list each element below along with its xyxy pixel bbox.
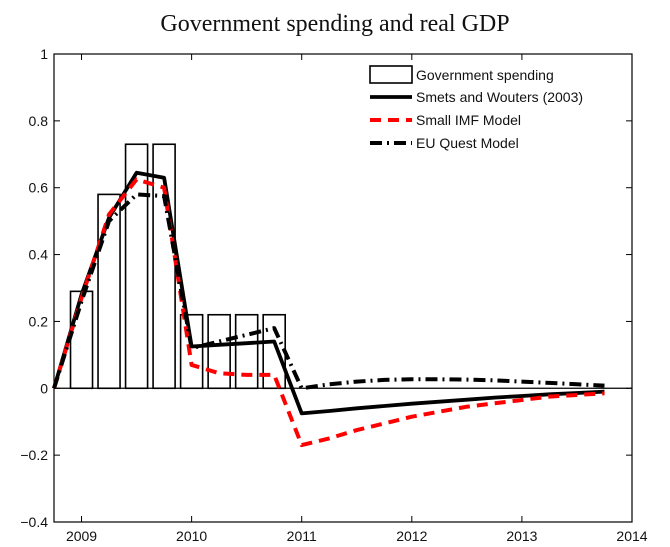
bar-government-spending — [262, 313, 286, 390]
y-tick-label: 0.4 — [29, 247, 49, 263]
legend-swatch-government-spending — [369, 65, 413, 84]
bar-government-spending — [234, 313, 259, 390]
legend-label-smets-and-wouters-2003: Smets and Wouters (2003) — [416, 89, 583, 105]
y-tick-label: −0.2 — [20, 447, 48, 463]
bar-government-spending — [179, 313, 204, 390]
axes-layer: −0.4 −0.2 0 0.2 0.4 0.6 0.8 1 2009 2010 2011 2012 20… — [20, 46, 647, 544]
series-line-smets-and-wouters-2003 — [52, 170, 605, 416]
series-line-eu-quest-model — [52, 192, 605, 391]
x-tick-label: 2011 — [287, 528, 317, 544]
series-layer — [52, 170, 605, 448]
plot-area-frame — [53, 53, 633, 523]
legend-label-small-imf-model: Small IMF Model — [416, 112, 521, 128]
x-tick-label: 2010 — [176, 528, 207, 544]
x-tick-label: 2014 — [616, 528, 647, 544]
x-tick-label: 2013 — [506, 528, 537, 544]
bar-government-spending — [69, 290, 94, 390]
y-tick-label: 0 — [40, 380, 48, 396]
y-tick-label: 0.6 — [29, 180, 49, 196]
y-tick-label: 1 — [40, 46, 48, 62]
x-tick-label: 2009 — [66, 528, 97, 544]
y-tick-label: 0.2 — [29, 313, 49, 329]
legend-label-government-spending: Government spending — [416, 67, 554, 83]
chart-title: Government spending and real GDP — [160, 11, 509, 37]
y-tick-label: 0.8 — [29, 113, 49, 129]
legend-label-eu-quest-model: EU Quest Model — [416, 135, 519, 151]
legend: Government spending Smets and Wouters (20… — [369, 65, 583, 151]
y-tick-label: −0.4 — [20, 514, 48, 530]
x-tick-label: 2012 — [396, 528, 427, 544]
series-line-small-imf-model — [52, 177, 605, 448]
bar-government-spending — [207, 313, 231, 390]
